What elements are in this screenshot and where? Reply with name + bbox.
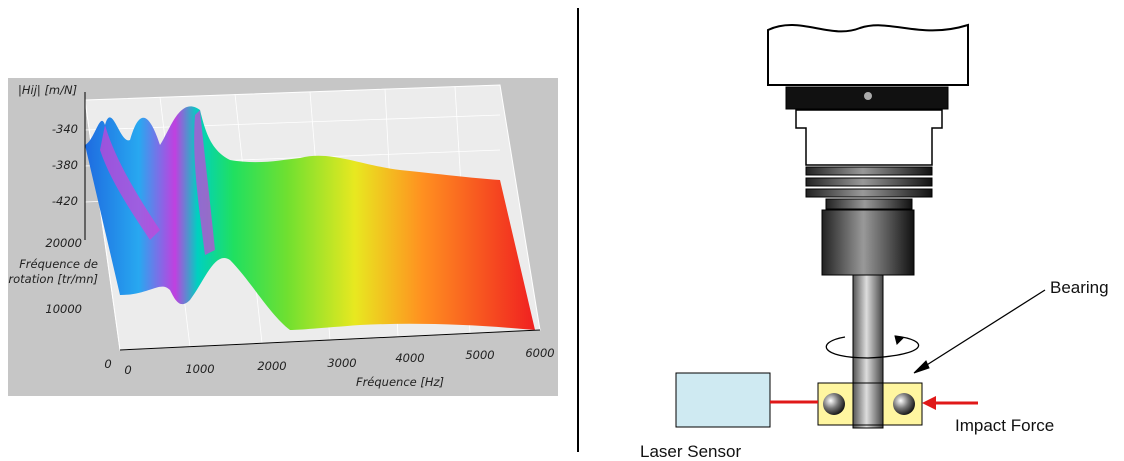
x-axis-label: Fréquence [Hz]	[356, 375, 444, 389]
y-tick-label: 0	[104, 357, 111, 371]
laser-sensor-label: Laser Sensor	[640, 442, 741, 461]
surface-plot: |Hij| [m/N] -340 -380 -420 20000 Fréquen…	[8, 78, 558, 396]
z-tick-label: -420	[52, 194, 78, 208]
resonance-ridge	[194, 110, 215, 255]
x-tick-label: 2000	[257, 359, 286, 373]
y-tick-label: 20000	[45, 236, 82, 250]
spindle-diagram	[675, 23, 1046, 429]
x-tick-label: 6000	[525, 346, 554, 360]
y-tick-label: 10000	[45, 302, 82, 316]
z-tick-label: -340	[52, 122, 78, 136]
y-axis-label: rotation [tr/mn]	[8, 272, 98, 286]
z-tick-label: -380	[52, 158, 78, 172]
y-axis-label: Fréquence de	[19, 257, 98, 271]
x-tick-label: 3000	[327, 356, 356, 370]
z-axis-label: |Hij| [m/N]	[18, 83, 77, 97]
x-tick-label: 1000	[185, 362, 214, 376]
x-tick-label: 4000	[395, 351, 424, 365]
impact-force-label: Impact Force	[955, 416, 1054, 435]
x-tick-label: 0	[124, 363, 131, 377]
bearing-label: Bearing	[1050, 278, 1109, 297]
x-tick-label: 5000	[465, 348, 494, 362]
resonance-ridge	[100, 125, 160, 240]
x-axis	[119, 329, 541, 351]
